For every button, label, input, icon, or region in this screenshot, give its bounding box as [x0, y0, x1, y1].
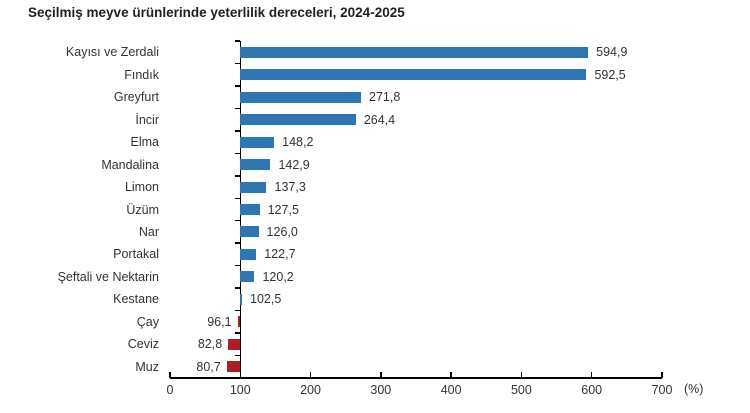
category-label: Kayısı ve Zerdali	[65, 45, 159, 60]
bar	[228, 338, 241, 350]
category-label: Çay	[136, 314, 159, 329]
y-axis-tick	[234, 107, 241, 110]
y-axis-tick	[234, 40, 241, 42]
bar	[237, 316, 241, 328]
value-label: 82,8	[197, 337, 223, 352]
category-label: Greyfurt	[113, 90, 159, 105]
y-axis-tick	[234, 85, 241, 87]
category-label: Limon	[124, 180, 159, 195]
category-label: Nar	[138, 224, 159, 239]
x-tick-label: 100	[229, 383, 251, 397]
category-label: Muz	[135, 359, 159, 374]
value-label: 80,7	[196, 359, 221, 374]
x-tick-label: 300	[370, 383, 392, 397]
category-label: Mandalina	[101, 157, 159, 172]
bar	[240, 159, 271, 171]
value-label: 120,2	[262, 269, 294, 284]
bar	[240, 248, 257, 260]
x-axis-tick	[169, 371, 171, 378]
x-tick-label: 0	[166, 383, 174, 397]
x-tick-label: 400	[440, 383, 462, 397]
y-axis-tick	[234, 175, 241, 177]
x-axis-tick	[380, 371, 382, 378]
x-axis-line	[170, 377, 662, 379]
value-label: 102,5	[250, 292, 282, 307]
bar	[240, 271, 255, 283]
value-label: 122,7	[264, 247, 296, 262]
bar	[240, 181, 267, 193]
y-axis-tick	[234, 219, 241, 222]
x-tick-label: 600	[581, 383, 603, 397]
bar	[240, 136, 275, 148]
value-label: 126,0	[266, 224, 298, 239]
category-label: Fındık	[124, 67, 159, 82]
bar	[240, 226, 259, 238]
y-axis-tick	[234, 264, 241, 267]
value-label: 271,8	[369, 90, 401, 105]
value-label: 594,9	[596, 45, 628, 60]
value-label: 592,5	[594, 67, 626, 82]
y-axis-tick	[234, 309, 241, 312]
y-axis-tick	[234, 152, 241, 155]
value-label: 142,9	[278, 157, 310, 172]
category-label: Şeftali ve Nektarin	[57, 269, 159, 284]
x-axis-tick	[661, 371, 663, 378]
value-label: 96,1	[207, 314, 232, 329]
x-axis-tick	[590, 371, 593, 378]
x-axis-tick	[309, 371, 312, 378]
x-axis-tick	[239, 371, 242, 378]
bar	[226, 361, 241, 373]
chart-title: Seçilmiş meyve ürünlerinde yeterlilik de…	[28, 5, 405, 20]
value-label: 127,5	[267, 202, 299, 217]
x-axis-tick	[520, 371, 523, 378]
category-label: Portakal	[113, 247, 159, 262]
bar	[240, 91, 362, 103]
y-axis-tick	[234, 354, 241, 357]
bar	[240, 114, 356, 126]
y-axis-tick	[234, 130, 241, 132]
y-axis-tick	[234, 332, 241, 334]
category-label: Ceviz	[127, 337, 159, 352]
bar	[240, 69, 587, 81]
value-label: 137,3	[274, 180, 306, 195]
y-axis-tick	[234, 242, 241, 244]
category-label: Üzüm	[126, 202, 159, 217]
x-tick-label: 700	[651, 383, 673, 397]
category-label: Kestane	[113, 292, 159, 307]
x-axis-tick	[450, 371, 452, 378]
x-tick-label: 500	[510, 383, 532, 397]
x-tick-label: 200	[300, 383, 321, 397]
bar	[240, 204, 260, 215]
y-axis-tick	[234, 62, 241, 65]
bar	[240, 293, 243, 305]
percent-unit-label: (%)	[684, 382, 704, 396]
y-axis-tick	[234, 197, 241, 200]
bar	[240, 46, 589, 58]
value-label: 264,4	[363, 112, 396, 127]
y-axis-tick	[234, 287, 241, 289]
category-label: İncir	[135, 112, 159, 127]
value-label: 148,2	[282, 135, 314, 150]
category-label: Elma	[130, 135, 159, 150]
